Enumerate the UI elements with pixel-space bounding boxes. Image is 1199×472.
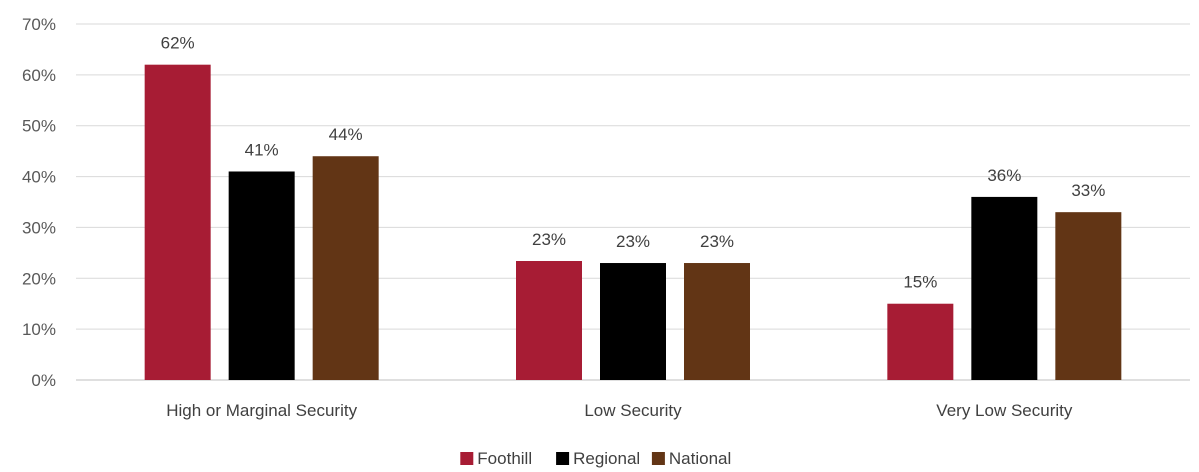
- bar-national-0: [312, 156, 379, 380]
- data-label: 36%: [987, 166, 1021, 185]
- y-tick-label: 30%: [22, 218, 56, 237]
- bar-regional-1: [600, 263, 666, 380]
- category-label: High or Marginal Security: [166, 401, 357, 420]
- x-axis-categories: High or Marginal Security Low Security Ver…: [166, 401, 1073, 420]
- bar-foothill-2: [887, 303, 954, 380]
- data-label: 33%: [1071, 181, 1105, 200]
- bar-national-2: [1055, 212, 1122, 380]
- legend-swatch: [651, 452, 665, 465]
- legend-label: National: [669, 449, 731, 468]
- category-label: Low Security: [584, 401, 682, 420]
- data-label: 15%: [903, 273, 937, 292]
- y-tick-label: 10%: [22, 320, 56, 339]
- y-tick-label: 70%: [22, 15, 56, 34]
- y-tick-label: 60%: [22, 66, 56, 85]
- bar-foothill-1: [516, 260, 582, 380]
- data-label: 23%: [532, 230, 566, 249]
- legend: Foothill Regional National: [460, 449, 731, 468]
- y-tick-label: 20%: [22, 269, 56, 288]
- data-labels: 62% 41% 44% 23% 23% 23% 15% 36% 33%: [161, 34, 1106, 292]
- y-axis-ticks: 0% 10% 20% 30% 40% 50% 60% 70%: [22, 15, 56, 390]
- legend-item-foothill: Foothill: [460, 449, 532, 468]
- legend-item-regional: Regional: [556, 449, 640, 468]
- data-label: 41%: [245, 140, 279, 159]
- y-tick-label: 40%: [22, 168, 56, 187]
- data-label: 62%: [161, 34, 195, 53]
- y-tick-label: 50%: [22, 117, 56, 136]
- legend-label: Foothill: [477, 449, 532, 468]
- data-label: 44%: [329, 125, 363, 144]
- data-label: 23%: [616, 232, 650, 251]
- bar-foothill-0: [144, 64, 211, 380]
- legend-label: Regional: [573, 449, 640, 468]
- legend-swatch: [556, 452, 570, 465]
- legend-item-national: National: [651, 449, 731, 468]
- bars: [144, 64, 1122, 380]
- bar-regional-0: [228, 171, 295, 380]
- bar-regional-2: [971, 196, 1038, 380]
- category-label: Very Low Security: [936, 401, 1073, 420]
- data-label: 23%: [700, 232, 734, 251]
- legend-swatch: [460, 452, 474, 465]
- y-tick-label: 0%: [31, 371, 56, 390]
- bar-national-1: [684, 263, 750, 380]
